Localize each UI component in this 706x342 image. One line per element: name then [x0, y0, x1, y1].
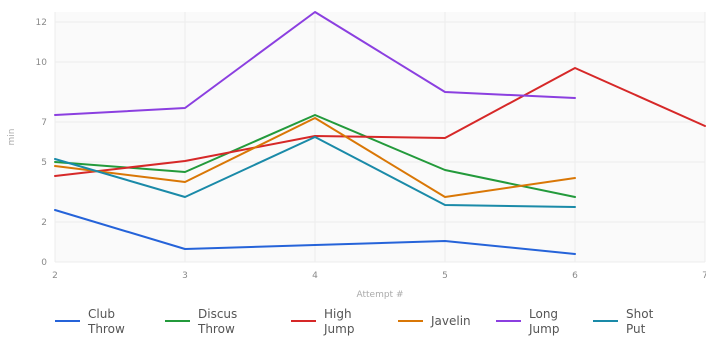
- legend-label: Throw: [87, 322, 125, 336]
- legend-label: Long: [529, 307, 558, 321]
- x-tick-label: 7: [702, 271, 706, 281]
- legend-label: Jump: [528, 322, 559, 336]
- y-tick-label: 5: [41, 158, 47, 168]
- y-tick-label: 10: [36, 58, 48, 68]
- legend-label: Put: [626, 322, 646, 336]
- legend-label: Club: [88, 307, 115, 321]
- x-axis-title: Attempt #: [356, 290, 403, 300]
- x-axis-ticks: 2 3 4 5 6 7: [52, 271, 706, 281]
- legend-label: Shot: [626, 307, 654, 321]
- series-line-long-jump: [54, 11, 576, 116]
- series-line-club-throw: [54, 209, 576, 255]
- y-tick-label: 12: [36, 18, 47, 28]
- legend-label: Throw: [197, 322, 235, 336]
- y-tick-label: 0: [41, 258, 47, 268]
- x-tick-label: 4: [312, 271, 318, 281]
- x-tick-label: 2: [52, 271, 58, 281]
- legend-item-javelin[interactable]: Javelin: [398, 314, 471, 328]
- series-line-shot-put: [54, 136, 576, 208]
- y-axis-ticks: 0 2 5 7 10 12: [36, 18, 48, 268]
- x-tick-label: 5: [442, 271, 448, 281]
- series-line-discus-throw: [54, 114, 576, 198]
- series-lines: [54, 11, 706, 255]
- legend-label: Discus: [198, 307, 237, 321]
- y-axis-title: min: [7, 129, 17, 146]
- series-line-high-jump: [54, 67, 706, 177]
- x-tick-label: 3: [182, 271, 188, 281]
- series-line-javelin: [54, 117, 576, 198]
- y-tick-label: 2: [41, 218, 47, 228]
- legend-label: Javelin: [430, 314, 471, 328]
- legend-label: High: [324, 307, 352, 321]
- y-tick-label: 7: [41, 118, 47, 128]
- legend-label: Jump: [323, 322, 354, 336]
- x-tick-label: 6: [572, 271, 578, 281]
